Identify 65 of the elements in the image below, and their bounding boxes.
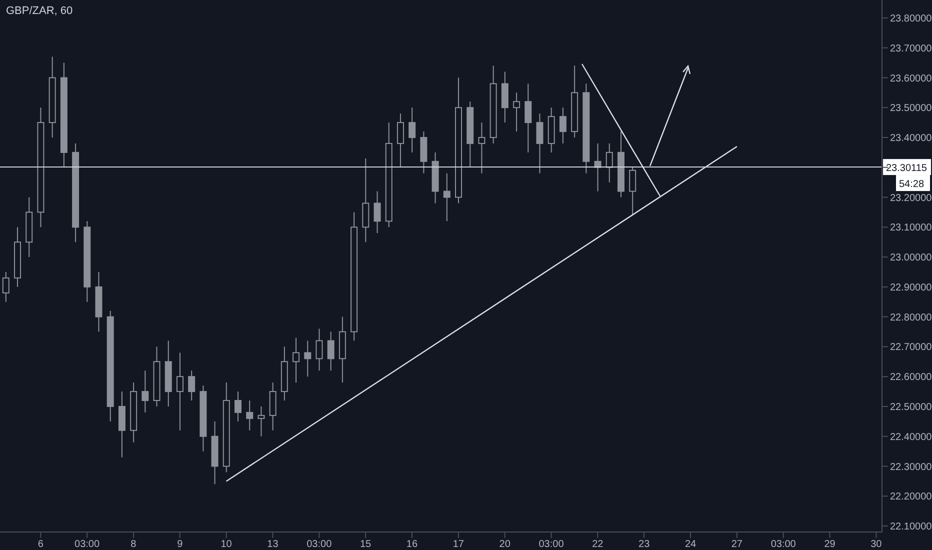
y-tick-label: 22.90000	[890, 282, 932, 294]
x-tick-label: 03:00	[770, 539, 796, 550]
candlestick	[258, 406, 265, 437]
candlestick	[292, 337, 300, 384]
ref-line-label: 23.30115	[886, 163, 928, 174]
y-tick-label: 23.20000	[890, 192, 932, 204]
y-tick-label: 23.00000	[890, 252, 932, 264]
x-tick-label: 10	[220, 539, 232, 550]
x-tick-label: 16	[406, 539, 418, 550]
x-tick-label: 03:00	[74, 539, 100, 550]
y-tick-label: 23.50000	[890, 103, 932, 114]
candlestick	[606, 142, 613, 183]
candlestick	[246, 400, 254, 431]
candlestick	[316, 328, 323, 372]
x-tick-label: 9	[177, 539, 184, 550]
candlestick	[118, 391, 126, 458]
candlestick	[501, 71, 508, 124]
candlestick	[269, 382, 276, 431]
x-tick-label: 29	[824, 539, 836, 550]
y-tick-label: 22.60000	[890, 372, 932, 384]
x-tick-label: 24	[684, 539, 697, 550]
candlestick	[420, 131, 428, 174]
x-tick-label: 23	[638, 539, 650, 550]
y-tick-label: 22.70000	[890, 342, 932, 354]
candlestick	[142, 370, 149, 413]
y-tick-label: 22.50000	[890, 402, 932, 414]
candlestick	[559, 107, 566, 144]
x-tick-label: 03:00	[538, 539, 564, 550]
chart-title: GBP/ZAR, 60	[6, 5, 73, 17]
y-tick-label: 22.10000	[890, 522, 932, 533]
x-tick-label: 30	[870, 539, 882, 550]
candlestick	[304, 340, 312, 378]
candlestick	[188, 370, 196, 401]
y-tick-label: 23.10000	[890, 222, 932, 234]
x-tick-label: 8	[130, 539, 137, 550]
candlestick	[327, 331, 334, 372]
candlestick	[478, 122, 486, 174]
candlestick	[374, 190, 381, 234]
x-tick-label: 6	[38, 539, 44, 550]
y-tick-label: 23.60000	[890, 73, 932, 84]
candlestick	[524, 83, 532, 153]
x-tick-label: 22	[592, 539, 604, 550]
y-tick-label: 22.80000	[890, 312, 932, 324]
text: 54:28	[899, 179, 924, 190]
candlestick	[408, 107, 416, 153]
x-tick-label: 20	[499, 539, 511, 550]
y-tick-label: 23.40000	[890, 133, 932, 144]
candlestick	[396, 113, 404, 168]
y-tick-label: 22.40000	[890, 432, 932, 443]
candlestick	[443, 172, 450, 222]
x-tick-label: 13	[267, 539, 279, 550]
y-tick-label: 23.80000	[890, 13, 932, 24]
x-tick-label: 27	[731, 539, 743, 550]
candlestick	[176, 352, 184, 431]
x-tick-label: 03:00	[306, 539, 332, 550]
x-tick-label: 17	[452, 539, 464, 550]
y-tick-label: 22.20000	[890, 492, 932, 503]
candlestick	[362, 158, 370, 243]
candlestick	[536, 113, 544, 174]
candlestick	[234, 391, 242, 422]
candlestick	[513, 92, 520, 132]
y-tick-label: 23.70000	[890, 43, 932, 54]
candlestick	[629, 166, 636, 216]
y-tick-label: 22.30000	[890, 462, 932, 473]
x-tick-label: 15	[360, 539, 372, 550]
